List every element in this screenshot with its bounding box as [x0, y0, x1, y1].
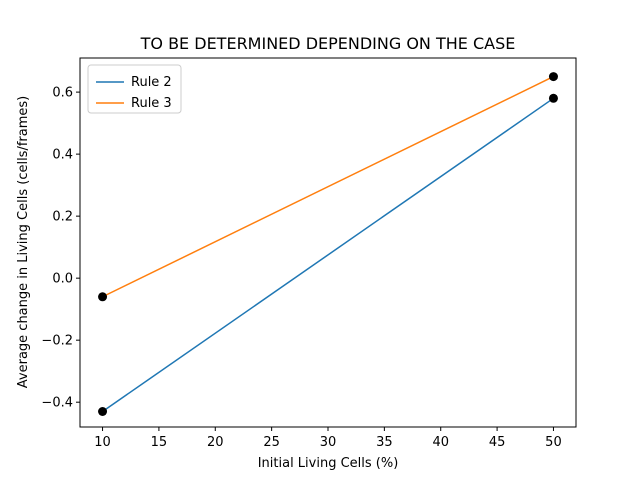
chart-title: TO BE DETERMINED DEPENDING ON THE CASE — [140, 34, 516, 53]
x-tick-label: 30 — [320, 435, 337, 450]
y-tick-label: −0.4 — [41, 396, 73, 411]
y-tick-label: 0.4 — [52, 148, 73, 163]
x-tick-label: 45 — [489, 435, 506, 450]
x-tick-label: 40 — [432, 435, 449, 450]
x-tick-label: 50 — [545, 435, 562, 450]
legend-box — [87, 64, 182, 114]
y-tick-label: 0.2 — [52, 210, 73, 225]
y-tick-label: 0.0 — [52, 272, 73, 287]
x-tick-label: 20 — [207, 435, 224, 450]
x-axis-label: Initial Living Cells (%) — [258, 456, 399, 471]
data-point-2-2 — [548, 72, 558, 82]
x-tick-label: 10 — [94, 435, 111, 450]
x-tick-label: 25 — [263, 435, 280, 450]
y-tick-label: 0.6 — [52, 86, 73, 101]
y-tick-label: −0.2 — [41, 334, 73, 349]
y-axis-label: Average change in Living Cells (cells/fr… — [16, 96, 31, 388]
data-point-2-1 — [98, 292, 108, 302]
data-point-1-1 — [98, 406, 108, 416]
series-line-1 — [102, 97, 554, 413]
data-point-1-2 — [548, 93, 558, 103]
series-line-2 — [102, 75, 554, 298]
x-tick-label: 15 — [151, 435, 168, 450]
legend-entry-2: Rule 3 — [131, 96, 172, 111]
legend-entry-1: Rule 2 — [131, 75, 172, 90]
plot-area: 10 15 20 25 30 35 40 45 50 −0.4 −0.2 0.0 0.2 0.4 0.6 Ru… — [41, 57, 577, 450]
x-tick-label: 35 — [376, 435, 393, 450]
